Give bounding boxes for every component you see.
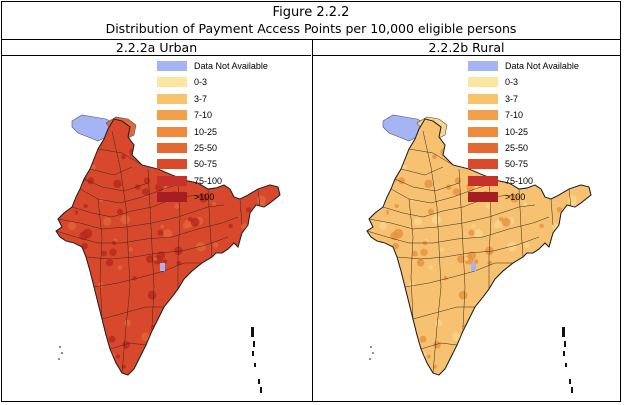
legend-label: >100: [194, 192, 215, 203]
legend-swatch: [468, 93, 498, 104]
legend-swatch: [468, 126, 498, 137]
legend-swatch: [468, 61, 498, 71]
no-data-district: [160, 263, 165, 271]
legend-swatch: [157, 126, 187, 137]
rural-panel-title: 2.2.2b Rural: [312, 40, 621, 56]
lakshadweep-islands: [369, 346, 374, 360]
figure-header: Figure 2.2.2 Distribution of Payment Acc…: [2, 2, 620, 40]
legend-swatch: [468, 159, 498, 170]
legend-label: Data Not Available: [194, 61, 268, 71]
andaman-nicobar-islands: [251, 327, 262, 393]
legend-swatch: [157, 110, 187, 121]
legend-swatch: [468, 77, 498, 88]
urban-panel-title: 2.2.2a Urban: [2, 40, 311, 56]
legend-label: 7-10: [194, 110, 213, 121]
legend-label: 75-100: [505, 175, 534, 186]
legend-swatch: [468, 110, 498, 121]
legend-label: 50-75: [194, 159, 218, 170]
india-outline: [55, 118, 281, 376]
lakshadweep-islands: [58, 346, 63, 360]
legend-label: 7-10: [505, 110, 524, 121]
legend-swatch: [157, 159, 187, 170]
legend-swatch: [157, 61, 187, 71]
legend-label: 10-25: [505, 126, 529, 137]
legend-swatch: [468, 142, 498, 153]
figure-subtitle: Distribution of Payment Access Points pe…: [105, 21, 517, 36]
urban-map-panel: Data Not Available 0-3 3-7 7-10 10-25 25-50 50…: [2, 57, 310, 402]
rural-map-panel: Data Not Available 0-3 3-7 7-10 10-25 25-50 50…: [313, 57, 621, 402]
legend-label: 3-7: [194, 93, 208, 104]
legend-swatch: [157, 77, 187, 88]
legend-label: 75-100: [194, 175, 223, 186]
legend-label: 25-50: [505, 142, 529, 153]
no-data-district: [471, 263, 476, 271]
legend-swatch: [468, 175, 498, 186]
legend-label: 3-7: [505, 93, 519, 104]
panel-divider: [312, 40, 313, 401]
india-outline: [366, 118, 592, 376]
legend-swatch: [157, 192, 187, 203]
figure-title: Figure 2.2.2: [272, 5, 350, 20]
legend-label: 0-3: [194, 77, 208, 88]
district-boundaries: [367, 130, 572, 374]
legend-label: 25-50: [194, 142, 218, 153]
legend-swatch: [157, 142, 187, 153]
legend-swatch: [468, 192, 498, 203]
legend-swatch: [157, 93, 187, 104]
district-boundaries: [56, 130, 261, 374]
india-mainland: [55, 118, 281, 376]
legend-label: Data Not Available: [505, 61, 579, 71]
legend-label: >100: [505, 192, 526, 203]
legend-swatch: [157, 175, 187, 186]
andaman-nicobar-islands: [562, 327, 573, 393]
india-mainland: [366, 118, 592, 376]
legend-label: 0-3: [505, 77, 519, 88]
legend-label: 50-75: [505, 159, 529, 170]
rural-india-map: [366, 114, 592, 393]
legend-label: 10-25: [194, 126, 218, 137]
urban-india-map: [55, 114, 281, 393]
